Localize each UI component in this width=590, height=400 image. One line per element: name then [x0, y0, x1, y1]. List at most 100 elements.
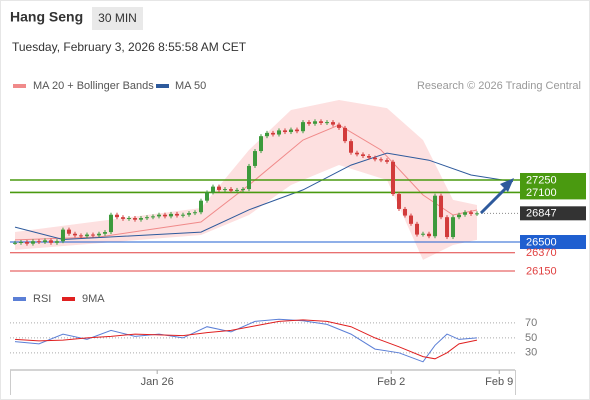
candle [114, 214, 119, 218]
candle [325, 122, 330, 124]
legend-label: MA 20 + Bollinger Bands [33, 80, 154, 92]
ma-line [14, 124, 478, 241]
candle [271, 132, 276, 135]
candle [337, 124, 342, 128]
candle [403, 208, 408, 216]
candle [42, 240, 47, 243]
candle [120, 217, 125, 219]
candle [277, 130, 282, 135]
level-label: 27100 [526, 187, 557, 199]
timeframe-box [92, 7, 143, 30]
candle [156, 214, 161, 217]
candle [24, 242, 29, 244]
candle [427, 233, 432, 237]
level-label-box [520, 235, 586, 250]
candle [421, 233, 426, 235]
rsi-line [14, 319, 478, 360]
level-label: 26847 [526, 208, 557, 220]
candle [210, 186, 215, 193]
candle [198, 200, 203, 213]
candle [361, 154, 366, 157]
legend-label: 9MA [82, 293, 105, 305]
candle [258, 136, 263, 152]
x-tick-label: Feb 9 [485, 376, 513, 388]
legend-label: MA 50 [175, 80, 206, 92]
candle [84, 234, 89, 237]
candle [60, 229, 65, 242]
candle [174, 213, 179, 216]
level-label: 27250 [526, 174, 557, 186]
candle [66, 229, 71, 234]
candle [216, 186, 221, 190]
level-label-box [520, 172, 586, 187]
candle [343, 127, 348, 142]
candle [150, 216, 155, 218]
candle [234, 189, 239, 191]
candle [204, 192, 209, 201]
candle [102, 232, 107, 234]
candle [162, 214, 167, 217]
candle [222, 189, 227, 191]
y-tick-label: 70 [525, 317, 537, 329]
ma-line [14, 152, 514, 241]
candle [415, 223, 420, 235]
legend-swatch [156, 84, 169, 88]
candle [18, 242, 23, 244]
candle [289, 129, 294, 133]
y-tick-label: 50 [525, 332, 537, 344]
candle [192, 212, 197, 214]
candle [168, 213, 173, 217]
candle [331, 122, 336, 125]
date: Tuesday, February 3, 2026 8:55:58 AM CET [12, 40, 247, 54]
candle [96, 233, 101, 236]
candle [469, 212, 474, 214]
candle [48, 240, 53, 243]
candle [186, 213, 191, 215]
candle [72, 233, 77, 236]
candle [132, 218, 137, 220]
candle [126, 218, 131, 220]
candle [355, 152, 360, 155]
candle [307, 122, 312, 124]
candle [36, 241, 41, 243]
candle [391, 161, 396, 195]
y-tick-label: 30 [525, 347, 537, 359]
title: Hang Seng [10, 9, 83, 25]
candle [265, 132, 270, 137]
candle [138, 218, 143, 220]
candle [397, 194, 402, 209]
candle [90, 234, 95, 236]
candle [457, 214, 462, 218]
level-label: 26500 [526, 236, 557, 248]
candle [54, 241, 59, 243]
x-tick-label: Jan 26 [141, 376, 174, 388]
candle [463, 212, 468, 215]
level-label-box [520, 206, 586, 221]
candle [409, 215, 414, 224]
arrow-head [500, 178, 514, 192]
candle [12, 242, 17, 244]
candle [433, 195, 438, 237]
candle [252, 151, 257, 166]
timeframe: 30 MIN [98, 11, 137, 25]
candle [180, 214, 185, 216]
candle [240, 189, 245, 191]
candle [367, 156, 372, 158]
candle [295, 129, 300, 132]
candle [349, 141, 354, 153]
arrow [479, 184, 510, 215]
candle [144, 217, 149, 219]
candle [301, 122, 306, 132]
candle [228, 189, 233, 191]
x-tick-label: Feb 2 [377, 376, 405, 388]
candle [475, 213, 480, 215]
legend-swatch [13, 297, 26, 301]
candle [379, 159, 384, 161]
level-label: 26370 [526, 247, 557, 259]
candle [313, 121, 318, 124]
candle [108, 214, 113, 233]
level-label: 26150 [526, 265, 557, 277]
candle [246, 165, 251, 190]
legend-label: RSI [33, 293, 51, 305]
